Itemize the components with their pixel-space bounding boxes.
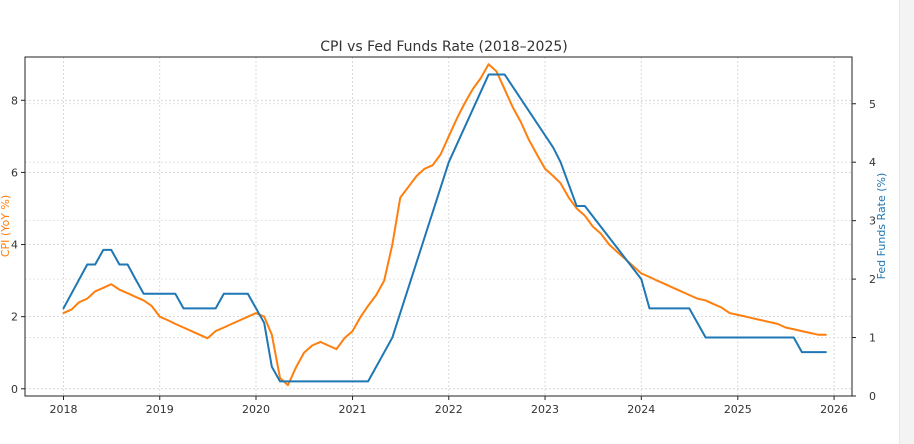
- left-axis-label: CPI (YoY %): [0, 195, 12, 257]
- right-tick-label: 4: [869, 156, 876, 169]
- plot-frame: [24, 56, 853, 397]
- left-tick-label: 0: [11, 383, 18, 396]
- x-tick-label: 2023: [531, 403, 559, 416]
- x-tick-label: 2024: [627, 403, 655, 416]
- series-line: [62, 63, 827, 387]
- right-tick-label: 1: [869, 332, 876, 345]
- chart-title: CPI vs Fed Funds Rate (2018–2025): [320, 39, 567, 55]
- x-tick-label: 2025: [724, 403, 752, 416]
- right-axis-label: Fed Funds Rate (%): [875, 173, 888, 280]
- right-tick-label: 2: [869, 273, 876, 286]
- x-tick-label: 2018: [50, 403, 78, 416]
- right-axis: 0 1 2 3 4 5: [852, 98, 876, 403]
- left-axis: 0 2 4 6 8: [11, 94, 25, 396]
- left-tick-label: 8: [11, 94, 18, 107]
- x-tick-label: 2022: [435, 403, 463, 416]
- x-tick-label: 2019: [146, 403, 174, 416]
- x-tick-label: 2020: [242, 403, 270, 416]
- right-tick-label: 3: [869, 215, 876, 228]
- right-tick-label: 0: [869, 390, 876, 403]
- x-tick-label: 2021: [339, 403, 367, 416]
- right-tick-label: 5: [869, 98, 876, 111]
- page-scrollbar[interactable]: [899, 0, 914, 444]
- x-tick-label: 2026: [820, 403, 848, 416]
- series-layer: [62, 63, 827, 387]
- series-line: [62, 73, 827, 383]
- left-tick-label: 2: [11, 311, 18, 324]
- left-tick-label: 4: [11, 239, 18, 252]
- x-axis: 2018 2019 2020 2021 2022 2023 2024 2025 2026: [50, 396, 848, 416]
- left-tick-label: 6: [11, 166, 18, 179]
